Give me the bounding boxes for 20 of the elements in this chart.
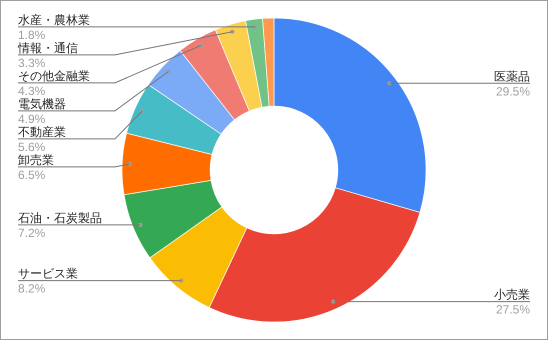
data-label: 4.3% (18, 84, 46, 98)
slice-label: 水産・農林業 (18, 12, 90, 27)
slice-label: その他金融業 (18, 68, 90, 83)
slice-label: サービス業 (18, 266, 78, 281)
data-label: 8.2% (18, 282, 46, 296)
data-label: 1.8% (18, 28, 46, 42)
data-label: 6.5% (18, 168, 46, 182)
slice-label: 不動産業 (18, 124, 66, 139)
slice-label: 医薬品 (494, 69, 530, 84)
data-label: 7.2% (18, 226, 46, 240)
data-label: 5.6% (18, 140, 46, 154)
data-label: 27.5% (496, 302, 530, 317)
slice-label: 情報・通信 (17, 40, 78, 55)
data-label: 4.9% (18, 112, 46, 126)
slice-label: 卸売業 (18, 152, 54, 167)
data-label: 3.3% (18, 56, 46, 70)
slice-label: 石油・石炭製品 (18, 210, 102, 225)
slice-label: 電気機器 (18, 96, 66, 111)
slice-label: 小売業 (494, 288, 530, 302)
data-label: 29.5% (496, 84, 530, 98)
